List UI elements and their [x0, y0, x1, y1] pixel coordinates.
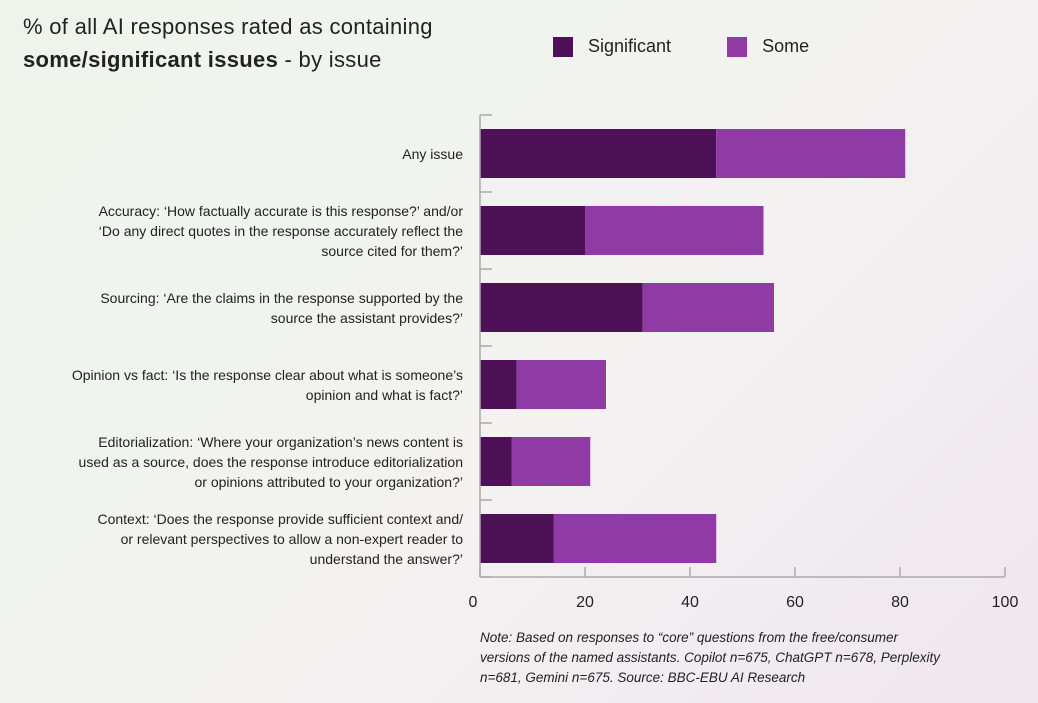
legend-label-significant: Significant — [588, 36, 672, 56]
chart-title-line2: some/significant issues - by issue — [23, 47, 382, 73]
legend: Significant Some — [553, 36, 865, 57]
category-label-line: source the assistant provides?’ — [270, 309, 463, 326]
bar-some — [642, 283, 774, 332]
bar-significant — [480, 129, 717, 178]
category-label-line: understand the answer?’ — [309, 550, 463, 567]
bar-some — [511, 437, 591, 486]
category-label-line: Editorialization: ‘Where your organizati… — [98, 433, 463, 450]
x-tick-label: 100 — [992, 594, 1019, 611]
category-label-line: Any issue — [402, 145, 463, 162]
x-tick-label: 40 — [681, 594, 699, 611]
category-label-line: ‘Do any direct quotes in the response ac… — [98, 222, 463, 239]
x-tick-label: 80 — [891, 594, 909, 611]
legend-swatch-some — [727, 36, 748, 57]
category-label-line: Context: ‘Does the response provide suff… — [97, 510, 463, 527]
chart-title-bold: some/significant issues — [23, 47, 279, 72]
x-tick-label: 0 — [469, 594, 478, 611]
x-tick-label: 20 — [576, 594, 594, 611]
category-label: Any issue — [3, 144, 463, 164]
bar-significant — [480, 206, 585, 255]
legend-swatch-significant — [553, 36, 573, 57]
category-label: Opinion vs fact: ‘Is the response clear … — [3, 365, 463, 405]
category-label: Editorialization: ‘Where your organizati… — [3, 432, 463, 492]
bar-significant — [480, 283, 643, 332]
bar-some — [716, 129, 906, 178]
category-label: Context: ‘Does the response provide suff… — [3, 509, 463, 569]
legend-item-significant: Significant — [553, 36, 671, 57]
category-label: Sourcing: ‘Are the claims in the respons… — [3, 288, 463, 328]
bar-significant — [480, 437, 512, 486]
chart-title-line1: % of all AI responses rated as containin… — [23, 14, 433, 39]
note-line: versions of the named assistants. Copilo… — [480, 650, 941, 665]
x-tick-label: 60 — [786, 594, 804, 611]
category-label: Accuracy: ‘How factually accurate is thi… — [3, 201, 463, 261]
bar-some — [516, 360, 606, 409]
bar-some — [585, 206, 764, 255]
category-label-line: Opinion vs fact: ‘Is the response clear … — [71, 366, 463, 383]
category-label-line: or opinions attributed to your organizat… — [194, 473, 463, 490]
bar-significant — [480, 514, 554, 563]
category-label-line: Sourcing: ‘Are the claims in the respons… — [100, 289, 463, 306]
note-line: n=681, Gemini n=675. Source: BBC-EBU AI … — [480, 670, 806, 685]
legend-label-some: Some — [762, 36, 810, 56]
bar-significant — [480, 360, 517, 409]
chart-title-rest: - by issue — [278, 47, 382, 72]
note-line: Note: Based on responses to “core” quest… — [480, 630, 898, 645]
bar-some — [553, 514, 717, 563]
category-label-line: used as a source, does the response intr… — [78, 453, 463, 470]
legend-item-some: Some — [727, 36, 809, 57]
category-label-line: Accuracy: ‘How factually accurate is thi… — [98, 202, 463, 219]
category-label-line: opinion and what is fact?’ — [305, 386, 463, 403]
category-label-line: source cited for them?’ — [321, 242, 463, 259]
source-note: Note: Based on responses to “core” quest… — [480, 628, 1020, 688]
category-label-line: or relevant perspectives to allow a non-… — [120, 530, 463, 547]
